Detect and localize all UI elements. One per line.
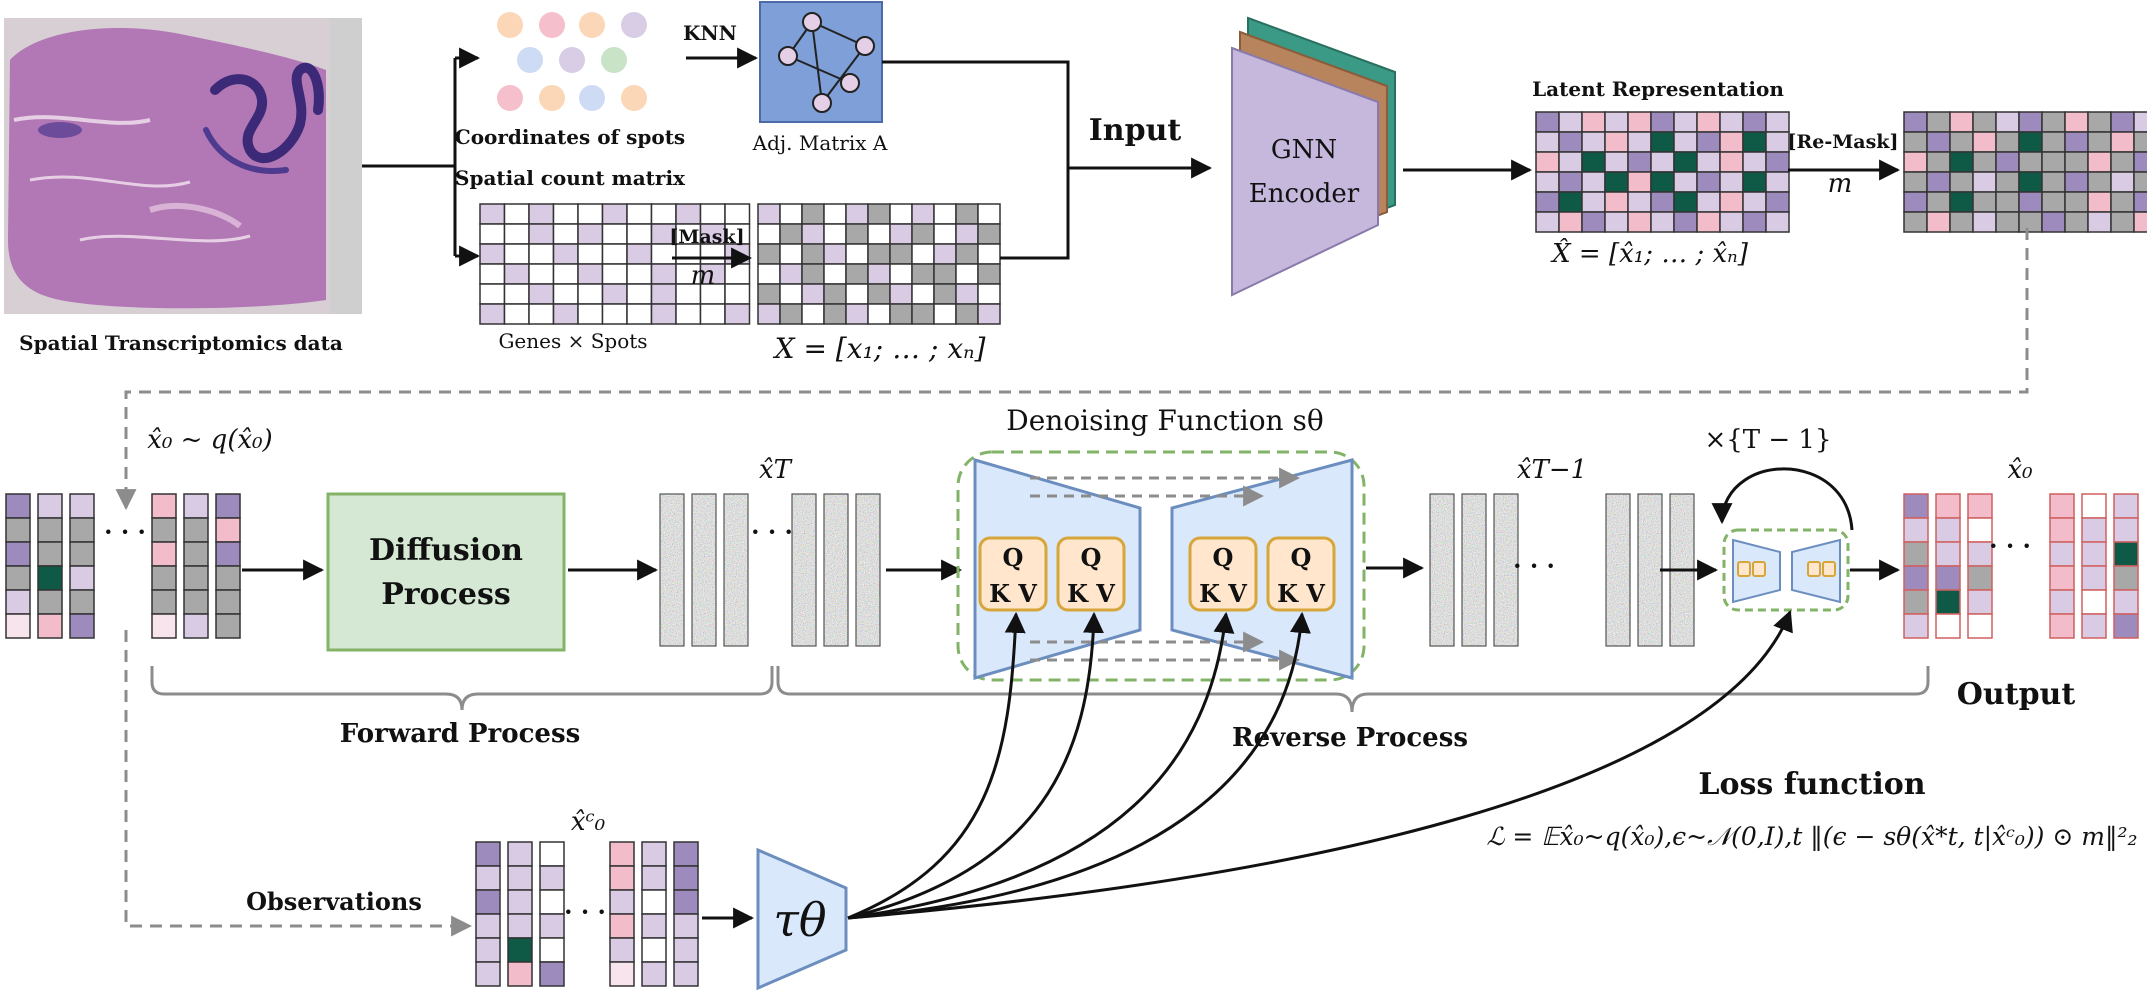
svg-text:K V: K V	[1277, 579, 1325, 608]
noisy-columns-t-minus-1	[1429, 493, 1695, 647]
loss-title: Loss function	[1698, 767, 1925, 802]
dots-2: · · ·	[751, 517, 793, 546]
xT-label: x̂T	[759, 455, 793, 485]
xT1-label: x̂T−1	[1517, 455, 1587, 485]
svg-text:Q: Q	[1081, 543, 1102, 572]
tau-label: τθ	[773, 893, 826, 947]
gnn-label-2: Encoder	[1249, 179, 1360, 209]
dashed-connector	[115, 228, 2029, 511]
x-equation: X = [x₁; … ; xₙ]	[773, 332, 986, 365]
graph-icon	[759, 1, 883, 123]
tau-encoder	[756, 847, 848, 991]
times-label: ×{T − 1}	[1704, 425, 1831, 455]
input-columns-right	[151, 493, 241, 639]
reverse-brace	[776, 666, 1930, 713]
input-label: Input	[1089, 113, 1182, 148]
remask-m: m	[1828, 169, 1853, 199]
reverse-label: Reverse Process	[1232, 723, 1468, 753]
st-data-label: Spatial Transcriptomics data	[19, 331, 343, 355]
latent-label: Latent Representation	[1532, 77, 1784, 101]
qkv-block-1: Q K V	[978, 536, 1048, 612]
merge-lines	[882, 60, 1213, 260]
x0-distribution: x̂₀ ~ q(x̂₀)	[147, 425, 272, 455]
qkv-block-2: Q K V	[1056, 536, 1126, 612]
observation-columns-left	[475, 841, 565, 987]
knn-label: KNN	[683, 21, 737, 45]
latent-grid	[1535, 111, 1790, 233]
adj-label: Adj. Matrix A	[752, 131, 888, 155]
dots-3: · · ·	[1513, 551, 1555, 580]
split-arrows	[362, 47, 481, 267]
small-denoiser-box	[1722, 528, 1850, 612]
masked-matrix-grid	[757, 203, 1001, 325]
mask-label: [Mask]	[669, 226, 744, 248]
svg-text:K V: K V	[1199, 579, 1247, 608]
qkv-block-4: Q K V	[1266, 536, 1336, 612]
diffusion-label-1: Diffusion	[369, 533, 523, 568]
svg-text:Q: Q	[1003, 543, 1024, 572]
svg-text:Q: Q	[1291, 543, 1312, 572]
coordinate-spots	[497, 12, 647, 111]
forward-brace	[150, 666, 774, 711]
mask-m: m	[691, 261, 716, 291]
observation-columns-right	[609, 841, 699, 987]
noise-texture	[659, 493, 881, 647]
dots-4: · · ·	[1989, 531, 2031, 560]
remasked-grid	[1903, 111, 2147, 233]
svg-text:Q: Q	[1213, 543, 1234, 572]
input-columns-left	[5, 493, 95, 639]
diffusion-box	[326, 492, 566, 652]
loss-equation: ℒ = 𝔼x̂₀~q(x̂₀),ϵ~𝒩(0,I),t ‖(ϵ − sθ(x̂*t…	[1486, 822, 2137, 852]
gnn-label-1: GNN	[1271, 135, 1337, 165]
tissue-image	[4, 18, 362, 314]
denoise-label: Denoising Function sθ	[1006, 404, 1323, 437]
forward-label: Forward Process	[340, 719, 580, 749]
dots-5: · · ·	[564, 897, 606, 926]
qkv-block-3: Q K V	[1188, 536, 1258, 612]
svg-text:K V: K V	[1067, 579, 1115, 608]
remask-label: [Re-Mask]	[1788, 131, 1899, 153]
x0-output-label: x̂₀	[2007, 455, 2033, 485]
gnn-encoder	[1231, 16, 1396, 297]
observations-connector	[124, 630, 473, 937]
dots-1: · · ·	[104, 517, 146, 546]
output-label: Output	[1957, 677, 2076, 712]
output-columns-right	[2049, 493, 2139, 639]
diffusion-label-2: Process	[381, 577, 511, 612]
x0c-label: x̂ᶜ₀	[571, 807, 606, 837]
conditioning-arrows	[847, 610, 1793, 920]
observations-label: Observations	[246, 887, 422, 916]
output-columns-left	[1903, 493, 1993, 639]
coords-label: Coordinates of spots	[455, 125, 685, 149]
denoiser-box	[956, 450, 1366, 682]
count-matrix-label: Spatial count matrix	[455, 166, 686, 190]
small-qkv	[1737, 561, 1836, 577]
genes-spots-label: Genes × Spots	[498, 329, 647, 353]
count-matrix-grid	[479, 203, 751, 325]
svg-text:K V: K V	[989, 579, 1037, 608]
loop-arrow	[1711, 467, 1854, 531]
xhat-equation: X̂ = [x̂₁; … ; x̂ₙ]	[1550, 238, 1749, 269]
